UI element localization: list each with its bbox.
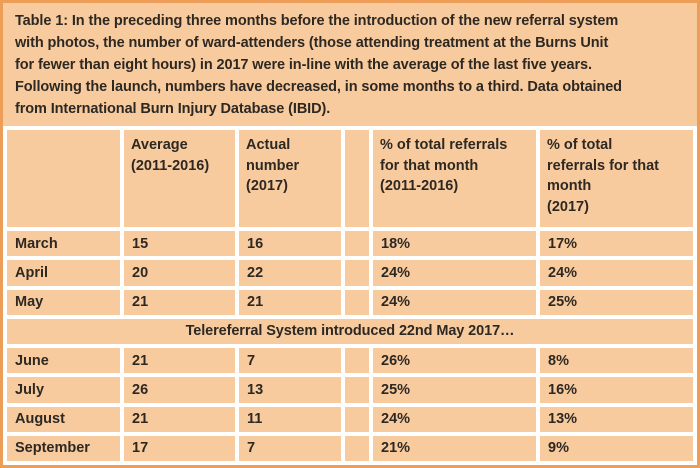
pct-2017-cell: 16% (540, 377, 693, 403)
actual-cell: 11 (239, 406, 341, 432)
table-row-march: March 15 16 18% 17% (7, 231, 693, 257)
spacer-cell (345, 231, 369, 257)
spacer-cell (345, 377, 369, 403)
actual-cell: 7 (239, 435, 341, 461)
month-cell: May (7, 289, 120, 315)
month-cell: March (7, 231, 120, 257)
actual-cell: 22 (239, 260, 341, 286)
header-cell-pct-average: % of total referrals for that month (201… (373, 130, 536, 227)
average-cell: 20 (124, 260, 235, 286)
average-cell: 15 (124, 231, 235, 257)
header-cell-average: Average (2011-2016) (124, 130, 235, 227)
actual-cell: 13 (239, 377, 341, 403)
pct-average-cell: 21% (373, 435, 536, 461)
pct-average-cell: 24% (373, 289, 536, 315)
header-cell-pct-2017: % of total referrals for that month (201… (540, 130, 693, 227)
pct-2017-cell: 8% (540, 348, 693, 374)
actual-cell: 16 (239, 231, 341, 257)
spacer-cell (345, 406, 369, 432)
month-cell: June (7, 348, 120, 374)
pct-average-cell: 26% (373, 348, 536, 374)
header-cell-spacer (345, 130, 369, 227)
spacer-cell (345, 289, 369, 315)
pct-2017-cell: 25% (540, 289, 693, 315)
table-row-august: August 21 11 24% 13% (7, 406, 693, 432)
actual-cell: 21 (239, 289, 341, 315)
table-row-june: June 21 7 26% 8% (7, 348, 693, 374)
header-cell-month (7, 130, 120, 227)
pct-2017-cell: 9% (540, 435, 693, 461)
actual-cell: 7 (239, 348, 341, 374)
data-table: Average (2011-2016) Actual number (2017)… (3, 126, 697, 465)
month-cell: July (7, 377, 120, 403)
spacer-cell (345, 260, 369, 286)
average-cell: 21 (124, 289, 235, 315)
table-row-september: September 17 7 21% 9% (7, 435, 693, 461)
spacer-cell (345, 348, 369, 374)
month-cell: August (7, 406, 120, 432)
pct-average-cell: 24% (373, 260, 536, 286)
table-row-may: May 21 21 24% 25% (7, 289, 693, 315)
table-row-july: July 26 13 25% 16% (7, 377, 693, 403)
telereferral-divider-label: Telereferral System introduced 22nd May … (7, 318, 693, 344)
pct-2017-cell: 17% (540, 231, 693, 257)
month-cell: April (7, 260, 120, 286)
table-row-april: April 20 22 24% 24% (7, 260, 693, 286)
average-cell: 26 (124, 377, 235, 403)
pct-average-cell: 18% (373, 231, 536, 257)
spacer-cell (345, 435, 369, 461)
pct-2017-cell: 24% (540, 260, 693, 286)
pct-average-cell: 25% (373, 377, 536, 403)
average-cell: 21 (124, 348, 235, 374)
pct-2017-cell: 13% (540, 406, 693, 432)
average-cell: 17 (124, 435, 235, 461)
header-cell-actual: Actual number (2017) (239, 130, 341, 227)
divider-row: Telereferral System introduced 22nd May … (7, 318, 693, 344)
table-header-row: Average (2011-2016) Actual number (2017)… (7, 130, 693, 227)
average-cell: 21 (124, 406, 235, 432)
table-caption: Table 1: In the preceding three months b… (3, 3, 697, 126)
month-cell: September (7, 435, 120, 461)
pct-average-cell: 24% (373, 406, 536, 432)
